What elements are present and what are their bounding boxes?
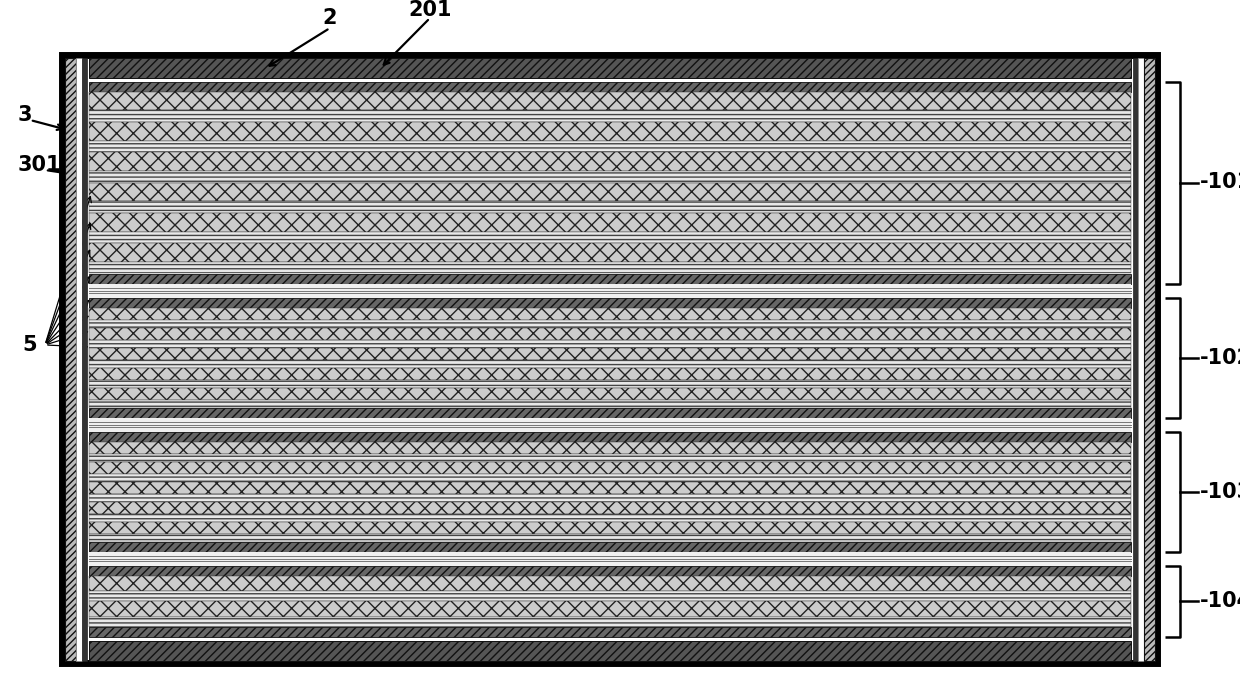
Bar [88, 534, 1131, 541]
Bar [88, 122, 1131, 141]
Bar [88, 367, 1131, 380]
Bar [88, 522, 1131, 534]
Bar [88, 262, 1131, 274]
Bar [88, 407, 1131, 417]
Bar [88, 380, 1131, 387]
Bar [88, 360, 1131, 367]
Bar [88, 400, 1131, 407]
Bar [88, 474, 1131, 482]
Bar [88, 243, 1131, 262]
Bar [88, 541, 1131, 552]
Bar [88, 328, 1131, 340]
Bar [88, 417, 1131, 432]
Bar [88, 110, 1131, 122]
Bar [88, 552, 1131, 565]
Bar [88, 320, 1131, 328]
Bar [88, 231, 1131, 243]
Bar [88, 283, 1131, 297]
Text: 5: 5 [22, 335, 37, 355]
Bar [88, 482, 1131, 494]
Text: -104: -104 [1200, 591, 1240, 611]
Bar [88, 91, 1131, 110]
Text: 3: 3 [19, 105, 32, 125]
Bar [88, 274, 1131, 283]
Bar [88, 58, 1131, 78]
Text: 301: 301 [19, 155, 62, 175]
Bar [88, 201, 1131, 213]
Bar [88, 347, 1131, 360]
Text: 2: 2 [322, 8, 337, 28]
Bar [88, 617, 1131, 626]
Bar [88, 340, 1131, 347]
Bar [88, 432, 1131, 441]
Bar [82, 58, 87, 660]
Text: -102: -102 [1200, 347, 1240, 367]
Bar [88, 494, 1131, 502]
Bar [1143, 58, 1154, 660]
Bar [88, 640, 1131, 660]
Bar [88, 514, 1131, 522]
Bar [88, 601, 1131, 617]
Bar [88, 213, 1131, 231]
Bar [64, 58, 76, 660]
Bar [88, 441, 1131, 454]
Text: -101: -101 [1200, 173, 1240, 193]
Bar [88, 591, 1131, 601]
Bar [88, 626, 1131, 636]
Bar [88, 575, 1131, 591]
Bar [1137, 58, 1143, 660]
Bar [88, 502, 1131, 514]
Text: 201: 201 [408, 0, 451, 20]
Bar [88, 182, 1131, 201]
Bar [76, 58, 82, 660]
Bar [88, 308, 1131, 320]
Bar [88, 152, 1131, 171]
Text: -103: -103 [1200, 482, 1240, 502]
Bar [88, 387, 1131, 400]
Bar [1132, 58, 1137, 660]
Bar [88, 297, 1131, 308]
Bar [88, 454, 1131, 462]
Bar [88, 82, 1131, 91]
Bar [88, 462, 1131, 474]
Bar [88, 171, 1131, 182]
Bar [88, 565, 1131, 575]
Bar [88, 141, 1131, 152]
Bar [62, 55, 1157, 663]
